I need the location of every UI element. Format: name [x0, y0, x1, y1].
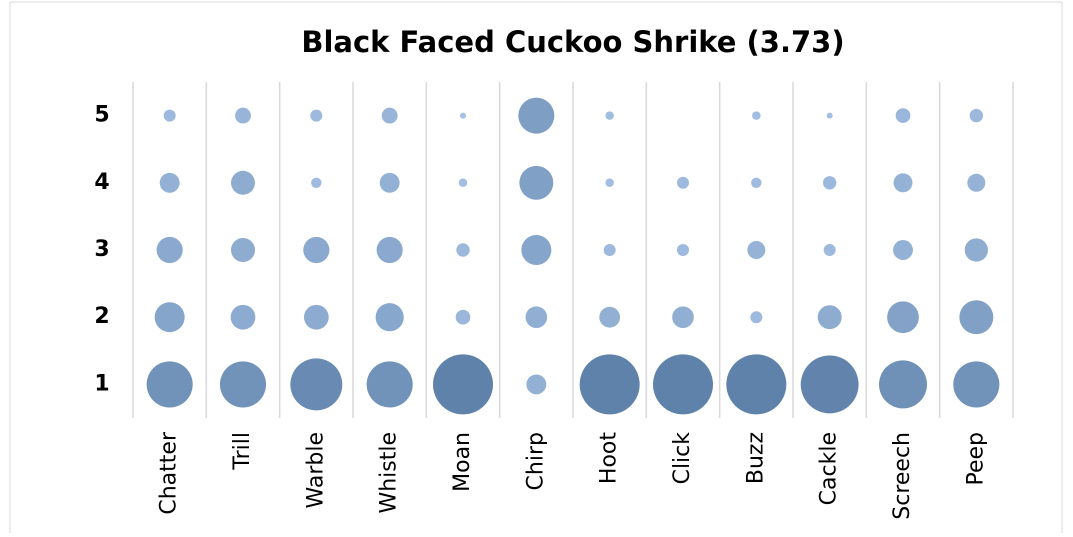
bubble — [964, 238, 988, 262]
bubble — [381, 107, 398, 124]
bubble — [823, 244, 836, 256]
bubble — [959, 300, 994, 335]
bubble — [235, 107, 251, 124]
bubble — [460, 112, 466, 119]
bubble — [677, 176, 689, 189]
bubble — [751, 177, 762, 188]
bubble — [893, 240, 913, 260]
bubble — [303, 304, 329, 330]
x-tick-label: Warble — [303, 432, 328, 508]
bubble — [605, 178, 614, 188]
bubble — [826, 112, 833, 119]
bubble — [231, 238, 255, 262]
bubble — [310, 109, 323, 122]
bubble — [521, 235, 552, 265]
bubble — [879, 360, 927, 409]
bubble — [953, 361, 1000, 408]
bubble — [750, 311, 763, 324]
y-tick-label: 2 — [94, 304, 109, 329]
bubble — [163, 109, 176, 122]
y-tick-label: 3 — [94, 237, 109, 262]
bubble — [726, 354, 787, 415]
bubble — [458, 178, 468, 188]
bubble — [752, 111, 761, 120]
bubble — [599, 306, 621, 328]
y-tick-label: 5 — [94, 103, 109, 128]
x-tick-label: Chatter — [157, 431, 182, 515]
bubble — [519, 165, 554, 200]
x-tick-label: Chirp — [523, 432, 548, 490]
bubble — [230, 304, 256, 330]
bubble — [311, 177, 322, 188]
bubble — [433, 354, 493, 415]
bubble — [231, 170, 255, 195]
x-tick-label: Trill — [230, 432, 255, 471]
chart-title: Black Faced Cuckoo Shrike (3.73) — [301, 25, 844, 59]
bubble — [747, 241, 766, 259]
bubble — [156, 236, 183, 264]
bubble — [672, 306, 694, 329]
x-tick-label: Whistle — [377, 432, 402, 514]
bubble — [579, 354, 640, 415]
x-tick-label: Screech — [890, 432, 915, 520]
y-tick-label: 1 — [94, 371, 109, 396]
bubble — [154, 302, 185, 333]
bubble — [219, 361, 267, 408]
bubble — [967, 173, 986, 192]
bubble — [146, 361, 193, 408]
bubble — [526, 374, 547, 395]
bubble — [677, 244, 689, 256]
bubble — [822, 176, 837, 190]
bubble — [375, 303, 404, 332]
bubble — [887, 301, 919, 334]
x-tick-label: Buzz — [743, 432, 768, 484]
bubble — [455, 309, 471, 325]
bubble — [605, 111, 614, 120]
bubble — [159, 172, 180, 193]
bubble — [290, 358, 343, 411]
bubble — [303, 236, 330, 264]
x-tick-label: Click — [670, 432, 695, 485]
y-tick-label: 4 — [94, 170, 109, 195]
x-tick-label: Peep — [963, 432, 988, 486]
bubble — [653, 354, 713, 415]
bubble — [379, 172, 400, 193]
bubble — [525, 306, 548, 329]
bubble — [518, 97, 555, 134]
bubble — [603, 244, 616, 256]
x-tick-label: Cackle — [817, 432, 842, 505]
bubble — [969, 108, 984, 123]
bubble — [456, 243, 470, 257]
bubble — [366, 361, 413, 408]
bubble — [895, 108, 911, 123]
bubble — [893, 173, 913, 193]
bubble — [376, 236, 403, 264]
bubble — [817, 305, 842, 330]
chart-frame — [9, 1, 1063, 537]
x-tick-label: Moan — [450, 432, 475, 492]
x-tick-label: Hoot — [597, 432, 622, 484]
bubble — [800, 355, 859, 414]
